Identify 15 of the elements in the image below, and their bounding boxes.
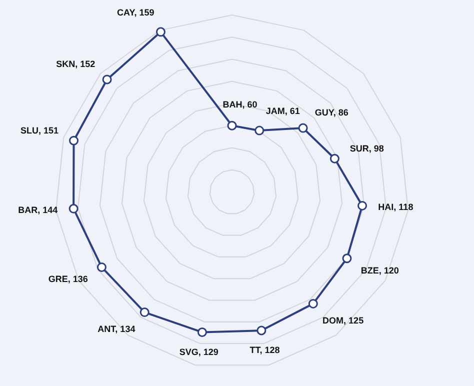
spoke-label: BAR, 144 — [18, 204, 58, 215]
spoke-label: HAI, 118 — [378, 202, 414, 212]
spoke-label: JAM, 61 — [266, 106, 300, 116]
spoke-label: TT, 128 — [250, 345, 280, 356]
spoke-label: CAY, 159 — [117, 7, 154, 18]
spoke-label: SLU, 151 — [20, 126, 59, 136]
spoke-label: SKN, 152 — [56, 58, 96, 69]
spoke-label: BAH, 60 — [222, 100, 258, 110]
spoke-label: ANT, 134 — [98, 324, 136, 334]
spoke-label: DOM, 125 — [322, 316, 364, 326]
spoke-label: GUY, 86 — [314, 107, 348, 118]
spoke-label: BZE, 120 — [360, 265, 399, 276]
spoke-label: GRE, 136 — [48, 274, 88, 284]
spoke-label: SVG, 129 — [179, 346, 218, 357]
spoke-label: SUR, 98 — [350, 144, 384, 154]
